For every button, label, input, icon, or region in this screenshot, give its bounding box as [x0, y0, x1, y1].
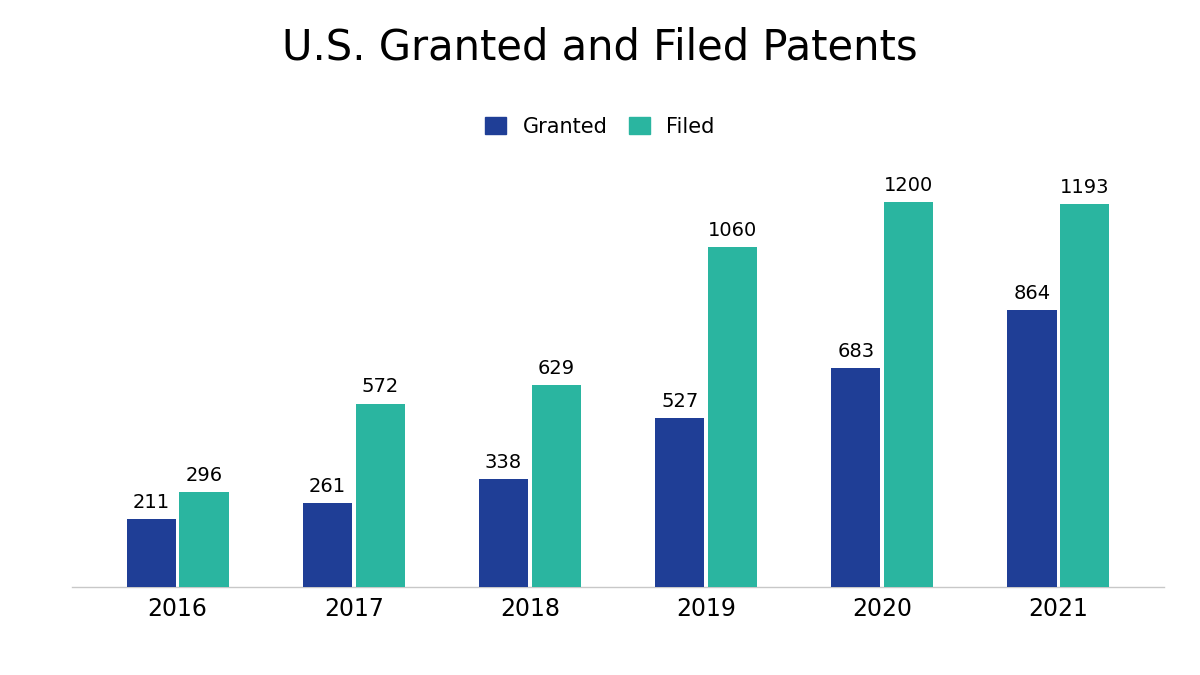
Text: 211: 211	[133, 493, 170, 512]
Bar	[355, 404, 404, 587]
Legend: Granted, Filed: Granted, Filed	[478, 108, 722, 145]
Text: 1200: 1200	[884, 176, 934, 194]
Text: U.S. Granted and Filed Patents: U.S. Granted and Filed Patents	[282, 26, 918, 68]
Bar	[1060, 204, 1110, 587]
Bar	[180, 492, 229, 587]
Text: 572: 572	[361, 377, 398, 396]
Bar	[532, 385, 581, 587]
Text: 296: 296	[186, 466, 223, 485]
Text: 1060: 1060	[708, 221, 757, 240]
Bar	[302, 504, 352, 587]
Text: 261: 261	[308, 477, 346, 496]
Text: 629: 629	[538, 359, 575, 378]
Bar	[884, 202, 934, 587]
Text: 527: 527	[661, 392, 698, 411]
Text: 864: 864	[1013, 284, 1050, 302]
Bar	[655, 418, 704, 587]
Text: 683: 683	[838, 342, 875, 361]
Text: 338: 338	[485, 453, 522, 472]
Text: 1193: 1193	[1060, 178, 1110, 197]
Bar	[479, 479, 528, 587]
Bar	[708, 247, 757, 587]
Bar	[127, 520, 176, 587]
Bar	[832, 368, 881, 587]
Bar	[1007, 310, 1056, 587]
